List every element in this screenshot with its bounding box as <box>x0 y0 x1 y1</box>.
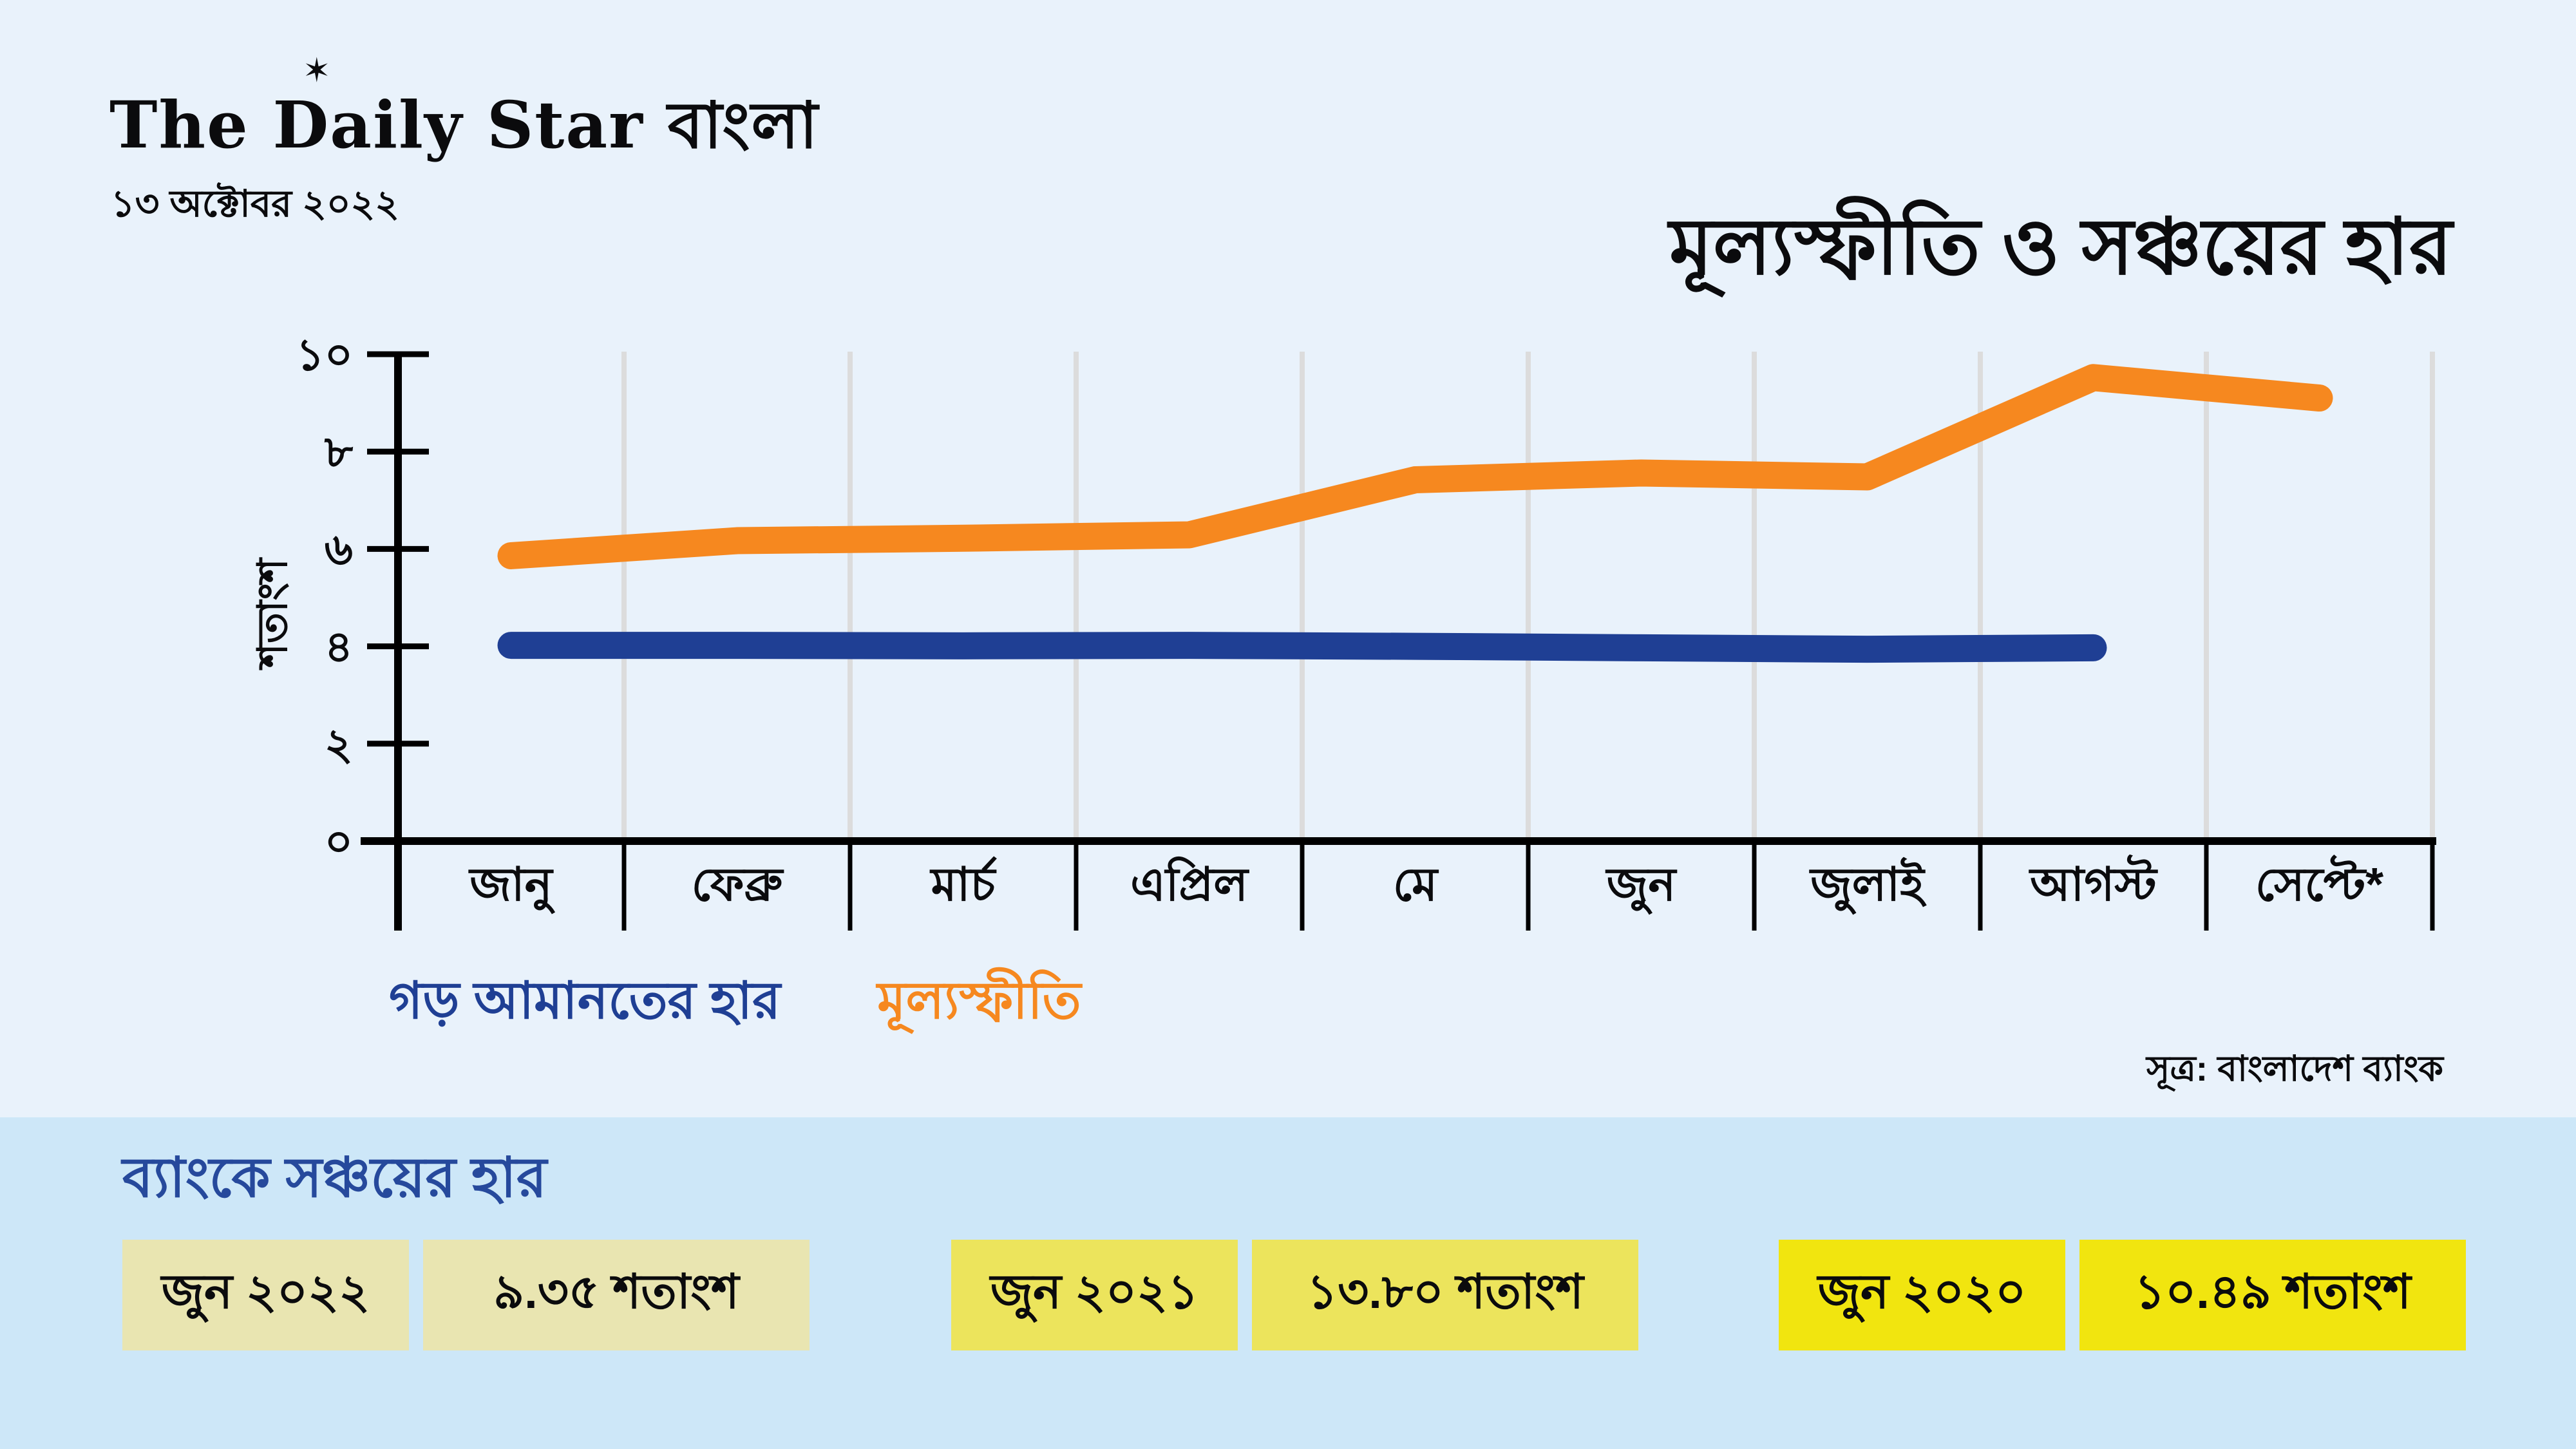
month-label: জুলাই <box>1808 857 1927 915</box>
chart-canvas: ০ ২ ৪ ৬ ৮ ১০ জানু ফেব্রু মার্চ এপ্রিল মে জুন জুলাই আগ… <box>249 330 2436 931</box>
savings-box-period: জুন ২০২০ <box>1779 1240 2065 1350</box>
savings-box-period: জুন ২০২১ <box>951 1240 1238 1350</box>
y-tick-label: ৪ <box>325 623 353 672</box>
y-tick-label: ৬ <box>325 525 353 574</box>
savings-box-period: জুন ২০২২ <box>122 1240 409 1350</box>
month-label: সেপ্টে* <box>2255 854 2383 911</box>
month-label: মার্চ <box>929 856 998 911</box>
y-axis-title: শতাংশ <box>249 557 296 670</box>
savings-box-value: ১০.৪৯ শতাংশ <box>2079 1240 2466 1350</box>
publication-date: ১৩ অক্টোবর ২০২২ <box>111 183 399 225</box>
source-note: সূত্র: বাংলাদেশ ব্যাংক <box>2146 1048 2443 1088</box>
star-icon: ✶ <box>303 52 332 90</box>
month-label: আগস্ট <box>2028 854 2158 911</box>
savings-box-value: ৯.৩৫ শতাংশ <box>423 1240 810 1350</box>
savings-box-2020: জুন ২০২০ ১০.৪৯ শতাংশ <box>1779 1240 2466 1350</box>
legend-item-deposit-rate: গড় আমানতের হার <box>389 972 781 1029</box>
month-label: জুন <box>1605 859 1678 915</box>
month-label: এপ্রিল <box>1130 856 1249 911</box>
y-tick-label: ২ <box>325 720 353 769</box>
y-tick-label: ০ <box>325 817 353 866</box>
month-label: জানু <box>468 859 555 914</box>
series-line-1 <box>497 364 2333 569</box>
logo-suffix-bangla: বাংলা <box>667 90 819 162</box>
line-chart: ০ ২ ৪ ৬ ৮ ১০ জানু ফেব্রু মার্চ এপ্রিল মে জুন জুলাই আগ… <box>0 283 2576 1030</box>
panel-boxes: জুন ২০২২ ৯.৩৫ শতাংশ জুন ২০২১ ১৩.৮০ শতাংশ… <box>122 1240 2479 1350</box>
chart-legend: গড় আমানতের হার মূল্যস্ফীতি <box>389 961 2063 1032</box>
savings-box-2021: জুন ২০২১ ১৩.৮০ শতাংশ <box>951 1240 1638 1350</box>
month-label: ফেব্রু <box>692 859 784 911</box>
y-tick-label: ৮ <box>324 428 354 477</box>
legend-item-inflation: মূল্যস্ফীতি <box>877 972 1081 1029</box>
series-line-0 <box>497 632 2107 663</box>
savings-rate-panel: ব্যাংকে সঞ্চয়ের হার জুন ২০২২ ৯.৩৫ শতাংশ… <box>0 1117 2576 1449</box>
y-tick-label: ১০ <box>296 330 353 379</box>
month-label: মে <box>1393 859 1439 911</box>
chart-title: মূল্যস্ফীতি ও সঞ্চয়ের হার <box>1669 203 2452 290</box>
savings-box-value: ১৩.৮০ শতাংশ <box>1252 1240 1638 1350</box>
savings-box-2022: জুন ২০২২ ৯.৩৫ শতাংশ <box>122 1240 810 1350</box>
daily-star-logo: ✶ The Daily Star বাংলা <box>109 52 819 184</box>
logo-text: The Daily Star <box>109 87 644 163</box>
panel-heading: ব্যাংকে সঞ্চয়ের হার <box>122 1147 547 1209</box>
